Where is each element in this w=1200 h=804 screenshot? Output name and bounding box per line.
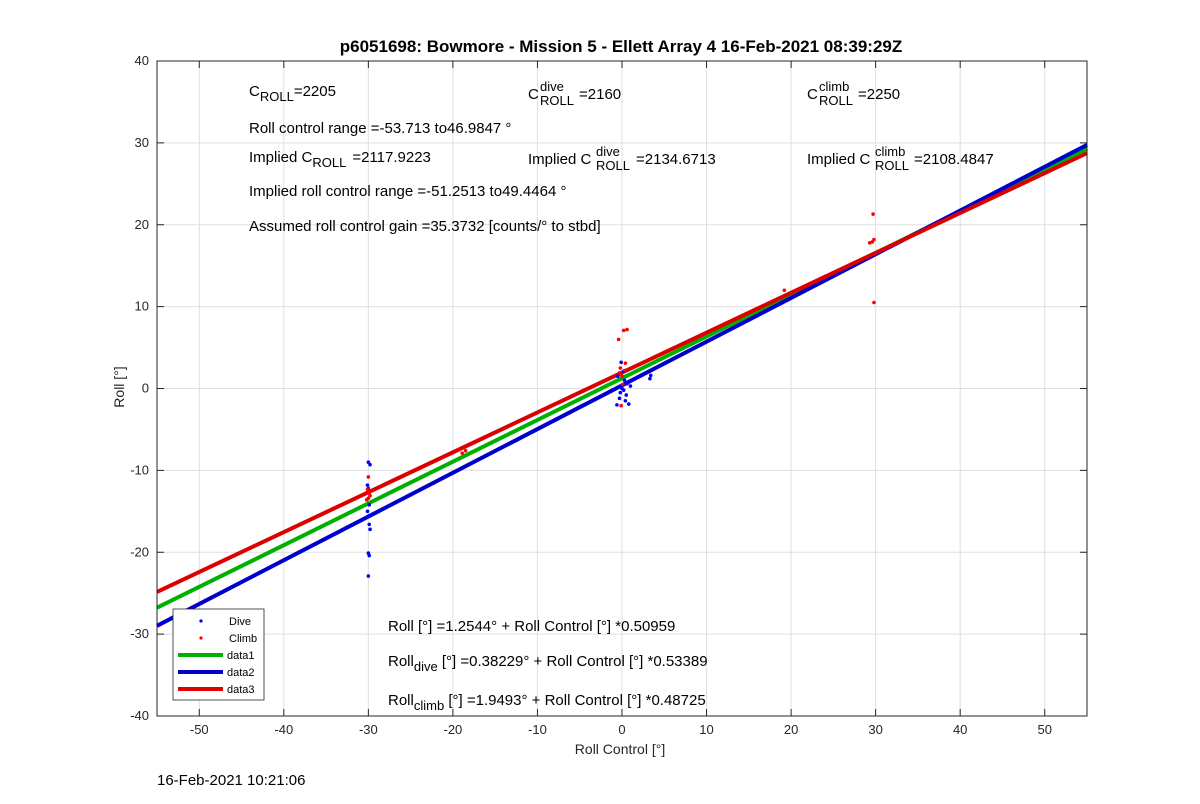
dive-point xyxy=(618,390,623,395)
implied-c-roll-climb-annotation: Implied C climb ROLL =2108.4847 xyxy=(807,143,994,174)
x-tick-label: -30 xyxy=(359,722,378,737)
y-tick-label: 20 xyxy=(135,217,149,232)
y-tick-label: 40 xyxy=(135,53,149,68)
dive-point xyxy=(622,378,627,383)
data-points xyxy=(364,212,876,578)
axes-frame xyxy=(156,60,1088,717)
implied-range-annotation: Implied roll control range =-51.2513 to4… xyxy=(249,183,566,200)
dive-point xyxy=(365,483,370,487)
climb-point xyxy=(365,487,370,492)
climb-point xyxy=(871,212,875,216)
climb-point xyxy=(621,328,626,333)
gain-annotation: Assumed roll control gain =35.3732 [coun… xyxy=(249,218,601,235)
legend-dive-label: Dive xyxy=(229,616,251,628)
y-tick-label: 10 xyxy=(135,299,149,314)
roll-control-range-annotation: Roll control range =-53.713 to46.9847 ° xyxy=(249,120,511,137)
dive-point xyxy=(367,522,372,527)
dive-point xyxy=(368,462,372,467)
climb-point xyxy=(617,371,622,375)
dive-point xyxy=(615,403,619,407)
legend-dive-marker xyxy=(199,619,203,623)
dive-point xyxy=(625,381,629,386)
y-tick-label: -40 xyxy=(130,708,149,723)
x-tick-label: 20 xyxy=(784,722,798,737)
x-tick-label: 10 xyxy=(699,722,713,737)
dive-point xyxy=(648,376,652,381)
fit-climb-equation: Rollclimb [°] =1.9493° + Roll Control [°… xyxy=(388,692,706,713)
fit-all-equation: Roll [°] =1.2544° + Roll Control [°] *0.… xyxy=(388,618,675,635)
dive-point xyxy=(624,393,629,397)
legend-data2-label: data2 xyxy=(227,667,255,679)
y-tick-label: -30 xyxy=(130,626,149,641)
climb-point xyxy=(618,366,623,370)
climb-point xyxy=(621,382,625,387)
legend-climb-label: Climb xyxy=(229,633,257,645)
climb-point xyxy=(366,475,371,479)
dive-point xyxy=(368,527,372,532)
footer-timestamp: 16-Feb-2021 10:21:06 xyxy=(157,772,306,789)
c-roll-climb-annotation: C climb ROLL =2250 xyxy=(807,78,900,109)
dive-point xyxy=(367,502,372,507)
dive-point xyxy=(615,374,620,379)
climb-point xyxy=(782,288,787,293)
climb-point xyxy=(872,300,876,305)
dive-point xyxy=(367,553,372,558)
legend: Dive Climb data1 data2 data3 xyxy=(172,608,265,701)
data3-fit-line xyxy=(156,151,1088,594)
implied-c-roll-dive-annotation: Implied C dive ROLL =2134.6713 xyxy=(528,143,716,174)
dive-point xyxy=(365,509,370,514)
dive-point xyxy=(617,396,622,401)
climb-point xyxy=(619,403,623,408)
legend-data1-label: data1 xyxy=(227,650,255,662)
dive-point xyxy=(648,373,653,378)
y-axis-label: Roll [°] xyxy=(111,366,127,407)
dive-point xyxy=(623,398,628,403)
y-tick-label: 0 xyxy=(142,381,149,396)
climb-point xyxy=(616,337,621,342)
x-tick-label: 40 xyxy=(953,722,967,737)
plot-frame xyxy=(156,60,1088,717)
dive-point xyxy=(628,384,633,388)
legend-data3-label: data3 xyxy=(227,684,255,696)
implied-c-roll-annotation: Implied CROLL =2117.9223 xyxy=(249,149,431,170)
x-tick-label: -20 xyxy=(444,722,463,737)
climb-point xyxy=(623,361,628,365)
climb-point xyxy=(622,368,627,373)
c-roll-dive-annotation: C dive ROLL =2160 xyxy=(528,78,621,109)
climb-point xyxy=(625,327,629,332)
legend-climb-marker xyxy=(199,636,203,640)
chart-title: p6051698: Bowmore - Mission 5 - Ellett A… xyxy=(340,37,903,56)
x-tick-label: 0 xyxy=(618,722,625,737)
dive-point xyxy=(619,360,623,365)
climb-point xyxy=(364,498,369,502)
dive-point xyxy=(621,388,626,392)
climb-point xyxy=(872,237,876,242)
y-tick-label: 30 xyxy=(135,135,149,150)
dive-point xyxy=(626,402,631,406)
y-tick-label: -10 xyxy=(130,462,149,477)
x-tick-label: 30 xyxy=(868,722,882,737)
x-tick-label: -50 xyxy=(190,722,209,737)
y-tick-label: -20 xyxy=(130,544,149,559)
dive-point xyxy=(366,514,371,519)
climb-point xyxy=(620,374,624,379)
c-roll-annotation: CROLL=2205 xyxy=(249,83,336,104)
climb-point xyxy=(460,451,465,455)
tick-labels: -50 -40 -30 -20 -10 0 10 20 30 40 50 -40 -30 -20 -10 0 1… xyxy=(130,53,1052,737)
fit-dive-equation: Rolldive [°] =0.38229° + Roll Control [°… xyxy=(388,653,708,674)
x-axis-label: Roll Control [°] xyxy=(575,741,665,757)
climb-point xyxy=(368,493,372,498)
dive-point xyxy=(366,574,371,578)
x-tick-label: -10 xyxy=(528,722,547,737)
climb-point xyxy=(463,448,468,453)
x-tick-label: -40 xyxy=(274,722,293,737)
x-tick-label: 50 xyxy=(1037,722,1051,737)
